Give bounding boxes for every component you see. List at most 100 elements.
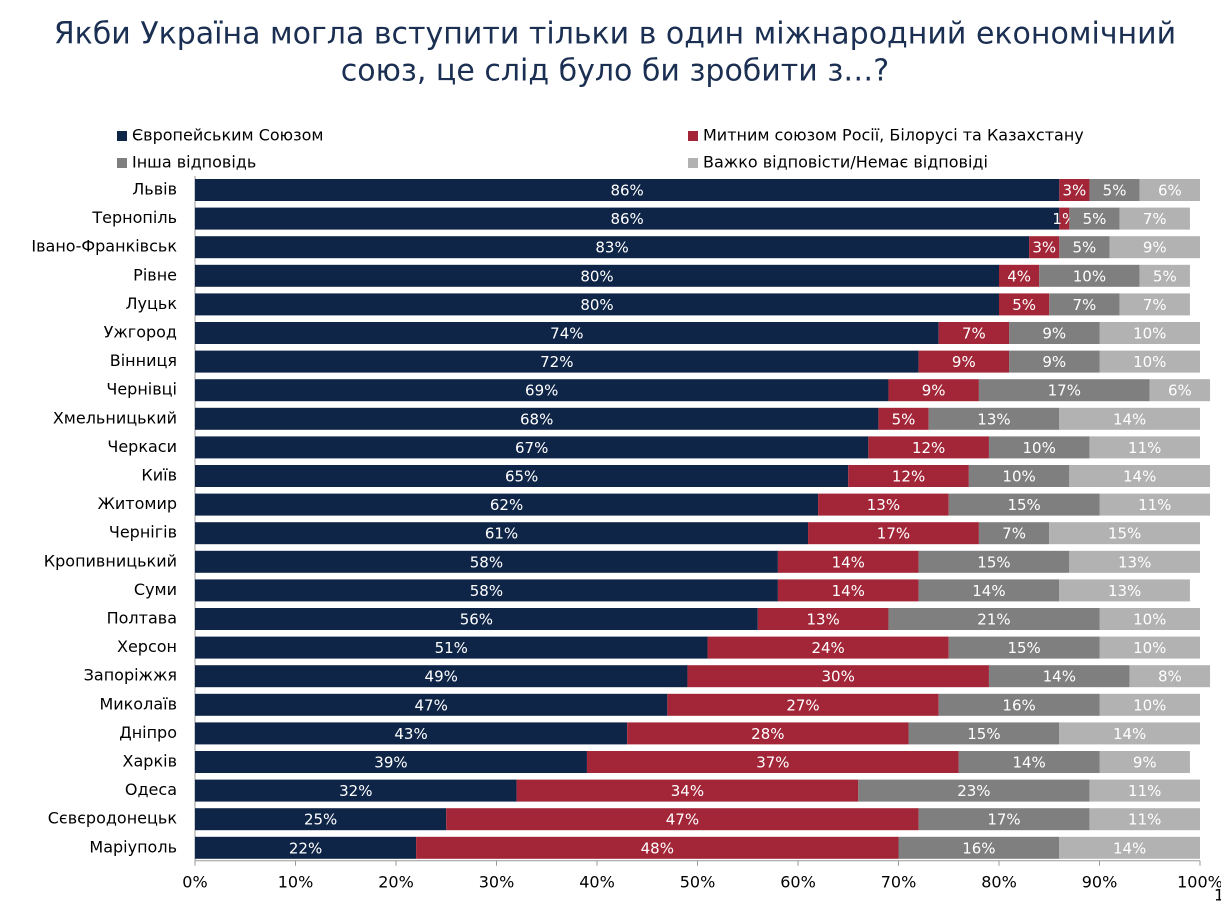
bar-segment: [1069, 465, 1211, 487]
bar-segment: [195, 493, 819, 516]
x-tick-label: 10%: [278, 872, 314, 891]
data-label: 14%: [1113, 410, 1146, 428]
bar-segment: [667, 693, 939, 716]
data-label: 27%: [786, 696, 819, 714]
bar-segment: [888, 379, 979, 402]
x-tick-label: 30%: [479, 872, 515, 891]
bar-segment: [898, 836, 1060, 859]
data-label: 15%: [1007, 496, 1040, 514]
data-label: 28%: [751, 725, 784, 743]
bar-segment: [1099, 322, 1200, 344]
x-tick-label: 80%: [981, 872, 1017, 891]
data-label: 14%: [972, 582, 1005, 600]
data-label: 15%: [977, 553, 1010, 571]
bar-segment: [808, 522, 979, 545]
data-label: 10%: [1073, 267, 1106, 285]
data-label: 10%: [1023, 439, 1056, 457]
data-label: 5%: [1073, 239, 1097, 257]
data-label: 17%: [877, 525, 910, 543]
bar-segment: [195, 751, 587, 773]
bar-segment: [948, 636, 1100, 659]
bar-segment: [918, 550, 1070, 573]
data-label: 13%: [867, 496, 900, 514]
bar-segment: [1089, 436, 1200, 459]
y-tick-label: Кропивницький: [44, 551, 177, 570]
bar-segment: [999, 293, 1050, 316]
y-tick-label: Запоріжжя: [84, 666, 177, 685]
bar-segment: [938, 693, 1100, 716]
bar-segment: [1099, 350, 1200, 373]
data-label: 9%: [1042, 325, 1066, 343]
bar-segment: [707, 636, 949, 659]
bar-segment: [1099, 751, 1190, 773]
bar-segment: [195, 693, 668, 716]
bar-segment: [195, 293, 999, 316]
bar-segment: [195, 207, 1060, 230]
bar-segment: [195, 836, 417, 859]
bar-segment: [195, 379, 889, 402]
legend-label: Важко відповісти/Немає відповіді: [703, 153, 988, 172]
bar-segment: [999, 264, 1040, 287]
legend-swatch: [688, 158, 698, 168]
y-tick-label: Полтава: [107, 609, 177, 628]
data-label: 3%: [1032, 239, 1056, 257]
y-tick-label: Харків: [123, 752, 177, 771]
data-label: 14%: [832, 553, 865, 571]
bar-segment: [195, 407, 879, 430]
y-tick-label: Луцьк: [126, 294, 178, 313]
x-tick-label: 50%: [680, 872, 716, 891]
data-label: 61%: [485, 525, 518, 543]
bar-segment: [195, 808, 447, 831]
data-label: 68%: [520, 410, 553, 428]
bar-segment: [195, 350, 919, 373]
data-label: 16%: [1002, 696, 1035, 714]
bar-segment: [195, 522, 809, 545]
bar-segment: [1109, 236, 1200, 259]
data-label: 17%: [1048, 382, 1081, 400]
data-label: 72%: [540, 353, 573, 371]
x-tick-label: 90%: [1082, 872, 1118, 891]
legend-swatch: [117, 131, 127, 141]
x-tick-label: 100%: [1177, 872, 1221, 891]
y-tick-label: Миколаїв: [99, 694, 177, 713]
data-label: 13%: [977, 410, 1010, 428]
bar-segment: [918, 350, 1010, 373]
legend-swatch: [688, 131, 698, 141]
data-label: 14%: [1043, 668, 1076, 686]
data-label: 37%: [756, 754, 789, 772]
y-tick-label: Рівне: [133, 265, 177, 284]
bar-segment: [757, 608, 889, 630]
bar-segment: [195, 236, 1030, 259]
data-label: 14%: [1123, 468, 1156, 486]
data-label: 14%: [1113, 725, 1146, 743]
data-label: 22%: [289, 839, 322, 857]
data-label: 12%: [892, 468, 925, 486]
data-label: 7%: [1143, 210, 1167, 228]
data-label: 24%: [811, 639, 844, 657]
y-tick-label: Херсон: [117, 637, 177, 656]
data-label: 15%: [1007, 639, 1040, 657]
data-label: 25%: [304, 811, 337, 829]
data-label: 10%: [1133, 611, 1166, 629]
bar-segment: [777, 579, 919, 602]
bar-segment: [1039, 264, 1140, 287]
bar-segment: [1099, 493, 1211, 516]
bar-segment: [908, 722, 1060, 745]
data-label: 13%: [1118, 553, 1151, 571]
bar-segment: [1119, 207, 1190, 230]
data-label: 47%: [415, 696, 448, 714]
bar-segment: [988, 665, 1130, 688]
data-label: 62%: [490, 496, 523, 514]
chart-subtitle: союз, це слід було би зробити з…?: [341, 54, 889, 89]
y-tick-label: Маріуполь: [89, 837, 177, 856]
data-label: 47%: [666, 811, 699, 829]
bar-segment: [1119, 293, 1190, 316]
y-tick-label: Тернопіль: [91, 208, 177, 227]
bar-segment: [1099, 693, 1200, 716]
data-label: 58%: [470, 582, 503, 600]
bar-segment: [195, 579, 778, 602]
bar-segment: [1049, 293, 1120, 316]
bar-segment: [1139, 179, 1200, 201]
y-tick-label: Вінниця: [110, 351, 177, 370]
data-label: 10%: [1133, 325, 1166, 343]
